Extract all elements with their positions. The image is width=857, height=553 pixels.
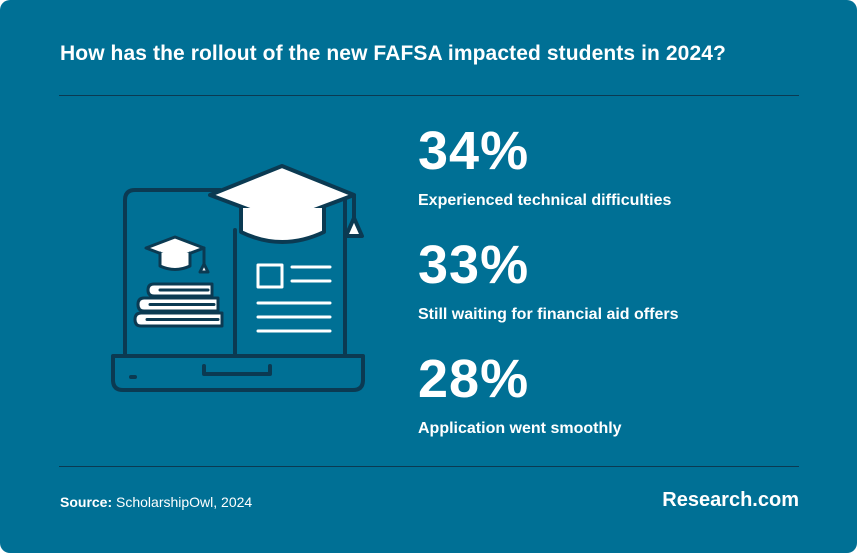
brand-logo: Research.com	[662, 489, 799, 511]
source-key: Source:	[60, 494, 113, 510]
source-value: ScholarshipOwl, 2024	[112, 494, 253, 510]
stat-label: Still waiting for financial aid offers	[418, 306, 679, 323]
stat-value: 33%	[418, 235, 530, 295]
stat-value: 28%	[418, 349, 530, 409]
bottom-divider	[59, 466, 799, 467]
top-divider	[59, 95, 799, 96]
stat-waiting-aid-offers: 33% Still waiting for financial aid offe…	[418, 238, 678, 324]
stat-technical-difficulties: 34% Experienced technical difficulties	[418, 124, 671, 210]
stat-label: Experienced technical difficulties	[418, 192, 672, 209]
stat-went-smoothly: 28% Application went smoothly	[418, 352, 622, 438]
source-note: Source: ScholarshipOwl, 2024	[60, 494, 252, 510]
stat-label: Application went smoothly	[418, 420, 622, 437]
stat-value: 34%	[418, 121, 530, 181]
laptop-graduation-icon	[108, 160, 370, 400]
page-title: How has the rollout of the new FAFSA imp…	[60, 42, 726, 65]
